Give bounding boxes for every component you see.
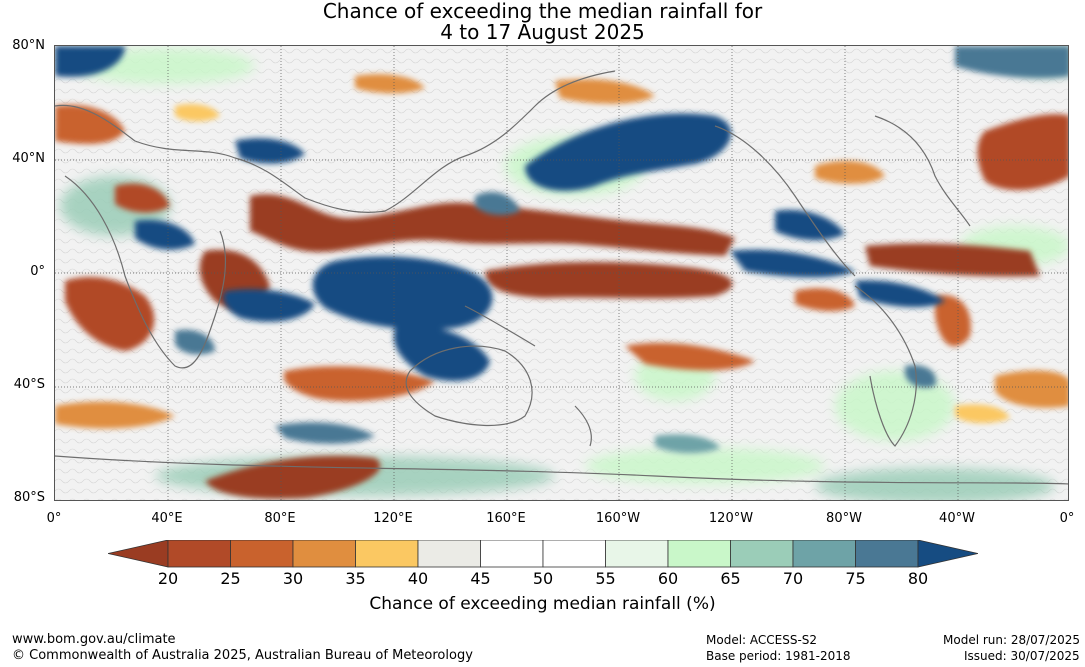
colorbar-tick-label: 40 — [407, 569, 429, 588]
lon-label-80w: 80°W — [826, 511, 862, 526]
lon-label-120w: 120°W — [708, 511, 754, 526]
colorbar-segment — [730, 540, 794, 568]
colorbar-tick-label: 35 — [345, 569, 366, 588]
lat-label-0: 0° — [30, 264, 45, 279]
dry-areas — [55, 74, 1068, 499]
colorbar-tick-label: 55 — [595, 569, 616, 588]
colorbar-segment — [480, 540, 544, 568]
colorbar-extend-low — [108, 540, 169, 568]
lat-label-40n: 40°N — [12, 151, 45, 166]
colorbar-segment — [667, 540, 731, 568]
lon-label-160w: 160°W — [595, 511, 641, 526]
colorbar-segment — [542, 540, 606, 568]
colorbar-tick-label: 60 — [657, 569, 679, 588]
lon-label-80e: 80°E — [264, 511, 296, 526]
graticule — [55, 46, 1068, 500]
footer-model-run: Model run: 28/07/2025 — [943, 633, 1081, 647]
lon-label-160e: 160°E — [486, 511, 526, 526]
lon-label-120e: 120°E — [373, 511, 413, 526]
colorbar-tick-label: 75 — [845, 569, 866, 588]
rainfall-probability-map — [54, 45, 1069, 501]
wet-light-areas — [60, 46, 1068, 500]
lon-label-0-right: 0° — [1059, 511, 1075, 526]
colorbar-tick-label: 80 — [907, 569, 929, 588]
footer-issued: Issued: 30/07/2025 — [964, 649, 1080, 663]
lat-label-40s: 40°S — [13, 377, 45, 392]
coastlines — [55, 70, 1068, 485]
lon-label-40w: 40°W — [939, 511, 975, 526]
colorbar-extend-high — [917, 540, 978, 568]
colorbar-segment — [292, 540, 356, 568]
lon-label-40e: 40°E — [151, 511, 183, 526]
footer-copyright: © Commonwealth of Australia 2025, Austra… — [12, 648, 473, 663]
map-graphic — [55, 46, 1068, 500]
colorbar — [108, 540, 978, 568]
colorbar-tick-label: 25 — [220, 569, 241, 588]
map-title-line2: 4 to 17 August 2025 — [440, 20, 645, 44]
footer-url: www.bom.gov.au/climate — [12, 632, 176, 647]
colorbar-tick-label: 50 — [532, 569, 554, 588]
colorbar-segment — [605, 540, 669, 568]
colorbar-tick-label: 45 — [470, 569, 491, 588]
lat-label-80s: 80°S — [13, 490, 45, 505]
colorbar-segment — [792, 540, 856, 568]
colorbar-segment — [855, 540, 919, 568]
colorbar-tick-label: 30 — [282, 569, 304, 588]
wet-areas — [55, 46, 1068, 454]
colorbar-tick-label: 70 — [782, 569, 804, 588]
colorbar-segment — [230, 540, 294, 568]
lat-label-80n: 80°N — [12, 38, 45, 53]
map-title-line1: Chance of exceeding the median rainfall … — [322, 0, 763, 23]
footer-model: Model: ACCESS-S2 — [706, 633, 818, 647]
lon-label-0-left: 0° — [46, 511, 62, 526]
colorbar-tick-label: 65 — [720, 569, 741, 588]
colorbar-segment — [167, 540, 231, 568]
footer-base-period: Base period: 1981-2018 — [706, 649, 851, 663]
colorbar-tick-label: 20 — [157, 569, 179, 588]
colorbar-label: Chance of exceeding median rainfall (%) — [369, 594, 716, 614]
colorbar-segment — [417, 540, 481, 568]
colorbar-segment — [355, 540, 419, 568]
